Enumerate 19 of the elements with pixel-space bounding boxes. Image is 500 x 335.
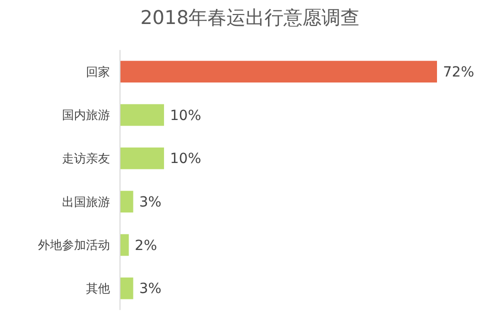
bar [120,278,134,300]
y-tick-label: 外地参加活动 [38,238,110,252]
bar [120,148,164,170]
bar [120,60,437,82]
y-tick-label: 其他 [86,282,110,296]
data-label: 10% [170,151,202,168]
y-tick-label: 回家 [86,64,110,79]
bar [120,190,134,212]
data-label: 3% [139,194,162,211]
data-label: 10% [170,108,202,124]
data-label: 72% [443,64,474,81]
bar [120,234,129,256]
data-label: 3% [139,281,162,298]
y-tick-label: 走访亲友 [62,152,110,166]
bar [120,104,164,126]
y-tick-label: 国内旅游 [62,108,110,122]
chart-title: 2018年春运出行意愿调查 [140,7,360,29]
y-tick-label: 出国旅游 [62,194,110,209]
data-label: 2% [134,238,158,254]
